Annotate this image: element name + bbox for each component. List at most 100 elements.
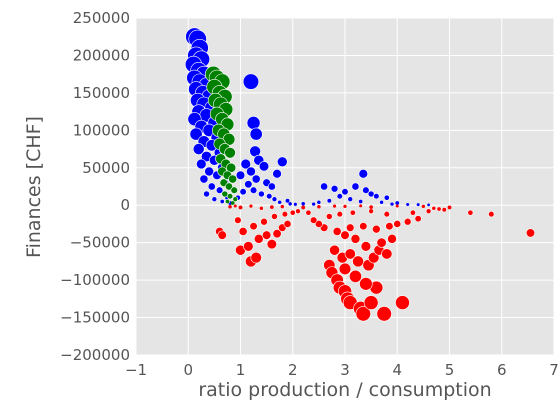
- data-point: [347, 196, 354, 203]
- y-tick-label: −100000: [60, 271, 130, 289]
- data-point: [272, 169, 282, 179]
- data-point: [349, 209, 356, 216]
- data-point: [238, 227, 248, 236]
- y-axis-label: Finances [CHF]: [23, 116, 45, 258]
- data-point: [414, 215, 422, 223]
- data-point: [367, 190, 375, 198]
- data-point: [376, 237, 387, 248]
- data-point: [349, 269, 362, 283]
- data-point: [309, 216, 318, 224]
- data-point: [224, 198, 230, 204]
- data-point: [211, 196, 218, 203]
- data-point: [267, 182, 276, 191]
- data-point: [421, 204, 426, 208]
- data-point: [270, 205, 274, 209]
- data-point: [219, 198, 225, 204]
- y-tick-label: 0: [120, 196, 130, 214]
- data-point: [260, 217, 268, 226]
- data-point: [395, 201, 400, 205]
- data-point: [289, 209, 296, 216]
- data-point: [338, 262, 352, 276]
- data-point: [226, 193, 234, 200]
- data-point: [406, 202, 410, 207]
- data-point: [235, 170, 246, 180]
- x-tick-label: 4: [392, 361, 402, 379]
- y-tick-label: 100000: [73, 121, 130, 139]
- x-tick-label: 6: [497, 361, 507, 379]
- data-point: [403, 217, 412, 226]
- data-point: [215, 186, 224, 194]
- data-point: [204, 166, 214, 177]
- data-point: [395, 295, 410, 310]
- y-tick-label: 50000: [82, 159, 130, 177]
- y-tick-label: −50000: [70, 234, 130, 252]
- data-point: [390, 202, 394, 206]
- data-point: [381, 248, 393, 260]
- data-point: [387, 234, 397, 244]
- data-point: [293, 202, 297, 206]
- data-point: [447, 205, 452, 210]
- data-point: [385, 222, 394, 231]
- data-point: [234, 216, 242, 224]
- data-point: [301, 205, 306, 210]
- data-point: [288, 202, 292, 206]
- y-tick-label: 250000: [73, 9, 130, 27]
- data-point: [192, 143, 205, 155]
- y-tick-labels: −200000 −150000 −100000 −50000 0 50000 100000 1…: [60, 9, 130, 364]
- data-point: [238, 205, 243, 210]
- data-point: [230, 186, 238, 194]
- data-point: [228, 204, 232, 209]
- data-point: [336, 193, 343, 200]
- data-point: [373, 193, 380, 200]
- data-point: [243, 241, 254, 252]
- x-tick-label: 2: [288, 361, 298, 379]
- data-point: [203, 190, 210, 198]
- data-point: [359, 204, 363, 208]
- data-point: [233, 204, 237, 208]
- data-point: [363, 295, 379, 310]
- data-point: [488, 211, 495, 218]
- data-point: [368, 208, 374, 215]
- data-point: [258, 190, 265, 198]
- x-tick-label: 7: [549, 361, 559, 379]
- data-point: [230, 201, 235, 205]
- data-point: [199, 174, 209, 184]
- data-point: [240, 158, 251, 170]
- data-points: [184, 27, 535, 322]
- data-point: [316, 199, 322, 205]
- data-point: [246, 116, 261, 130]
- data-point: [266, 193, 273, 200]
- data-point: [359, 222, 368, 231]
- data-point: [317, 204, 321, 209]
- x-tick-label: −1: [125, 361, 147, 379]
- x-tick-label: 3: [340, 361, 350, 379]
- data-point: [284, 198, 291, 204]
- data-point: [259, 205, 264, 211]
- data-point: [305, 209, 312, 216]
- data-point: [332, 227, 342, 236]
- y-tick-label: −150000: [60, 309, 130, 327]
- x-tick-labels: −1 0 1 2 3 4 5 6 7: [125, 361, 559, 379]
- data-point: [352, 255, 364, 268]
- x-axis-label: ratio production / consumption: [198, 379, 491, 401]
- data-point: [258, 161, 270, 172]
- data-point: [266, 239, 277, 250]
- x-tick-label: 5: [445, 361, 455, 379]
- data-point: [244, 180, 253, 189]
- data-point: [325, 213, 333, 220]
- data-point: [277, 199, 283, 205]
- data-point: [525, 228, 535, 238]
- data-point: [351, 182, 360, 191]
- y-tick-label: 200000: [73, 46, 130, 64]
- data-point: [336, 211, 343, 218]
- data-point: [393, 220, 402, 228]
- data-point: [246, 166, 256, 177]
- data-point: [189, 127, 203, 141]
- data-point: [332, 204, 337, 208]
- data-point: [221, 190, 229, 198]
- x-tick-label: 1: [236, 361, 246, 379]
- data-point: [431, 205, 437, 211]
- data-point: [340, 230, 350, 240]
- data-point: [383, 211, 390, 218]
